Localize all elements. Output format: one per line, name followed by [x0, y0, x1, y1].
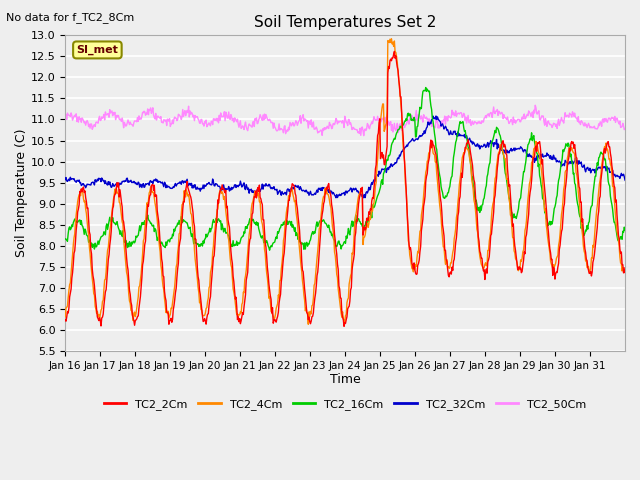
- Legend: TC2_2Cm, TC2_4Cm, TC2_16Cm, TC2_32Cm, TC2_50Cm: TC2_2Cm, TC2_4Cm, TC2_16Cm, TC2_32Cm, TC…: [99, 395, 591, 415]
- Text: SI_met: SI_met: [76, 45, 118, 55]
- Y-axis label: Soil Temperature (C): Soil Temperature (C): [15, 129, 28, 257]
- Title: Soil Temperatures Set 2: Soil Temperatures Set 2: [254, 15, 436, 30]
- X-axis label: Time: Time: [330, 373, 360, 386]
- Text: No data for f_TC2_8Cm: No data for f_TC2_8Cm: [6, 12, 134, 23]
